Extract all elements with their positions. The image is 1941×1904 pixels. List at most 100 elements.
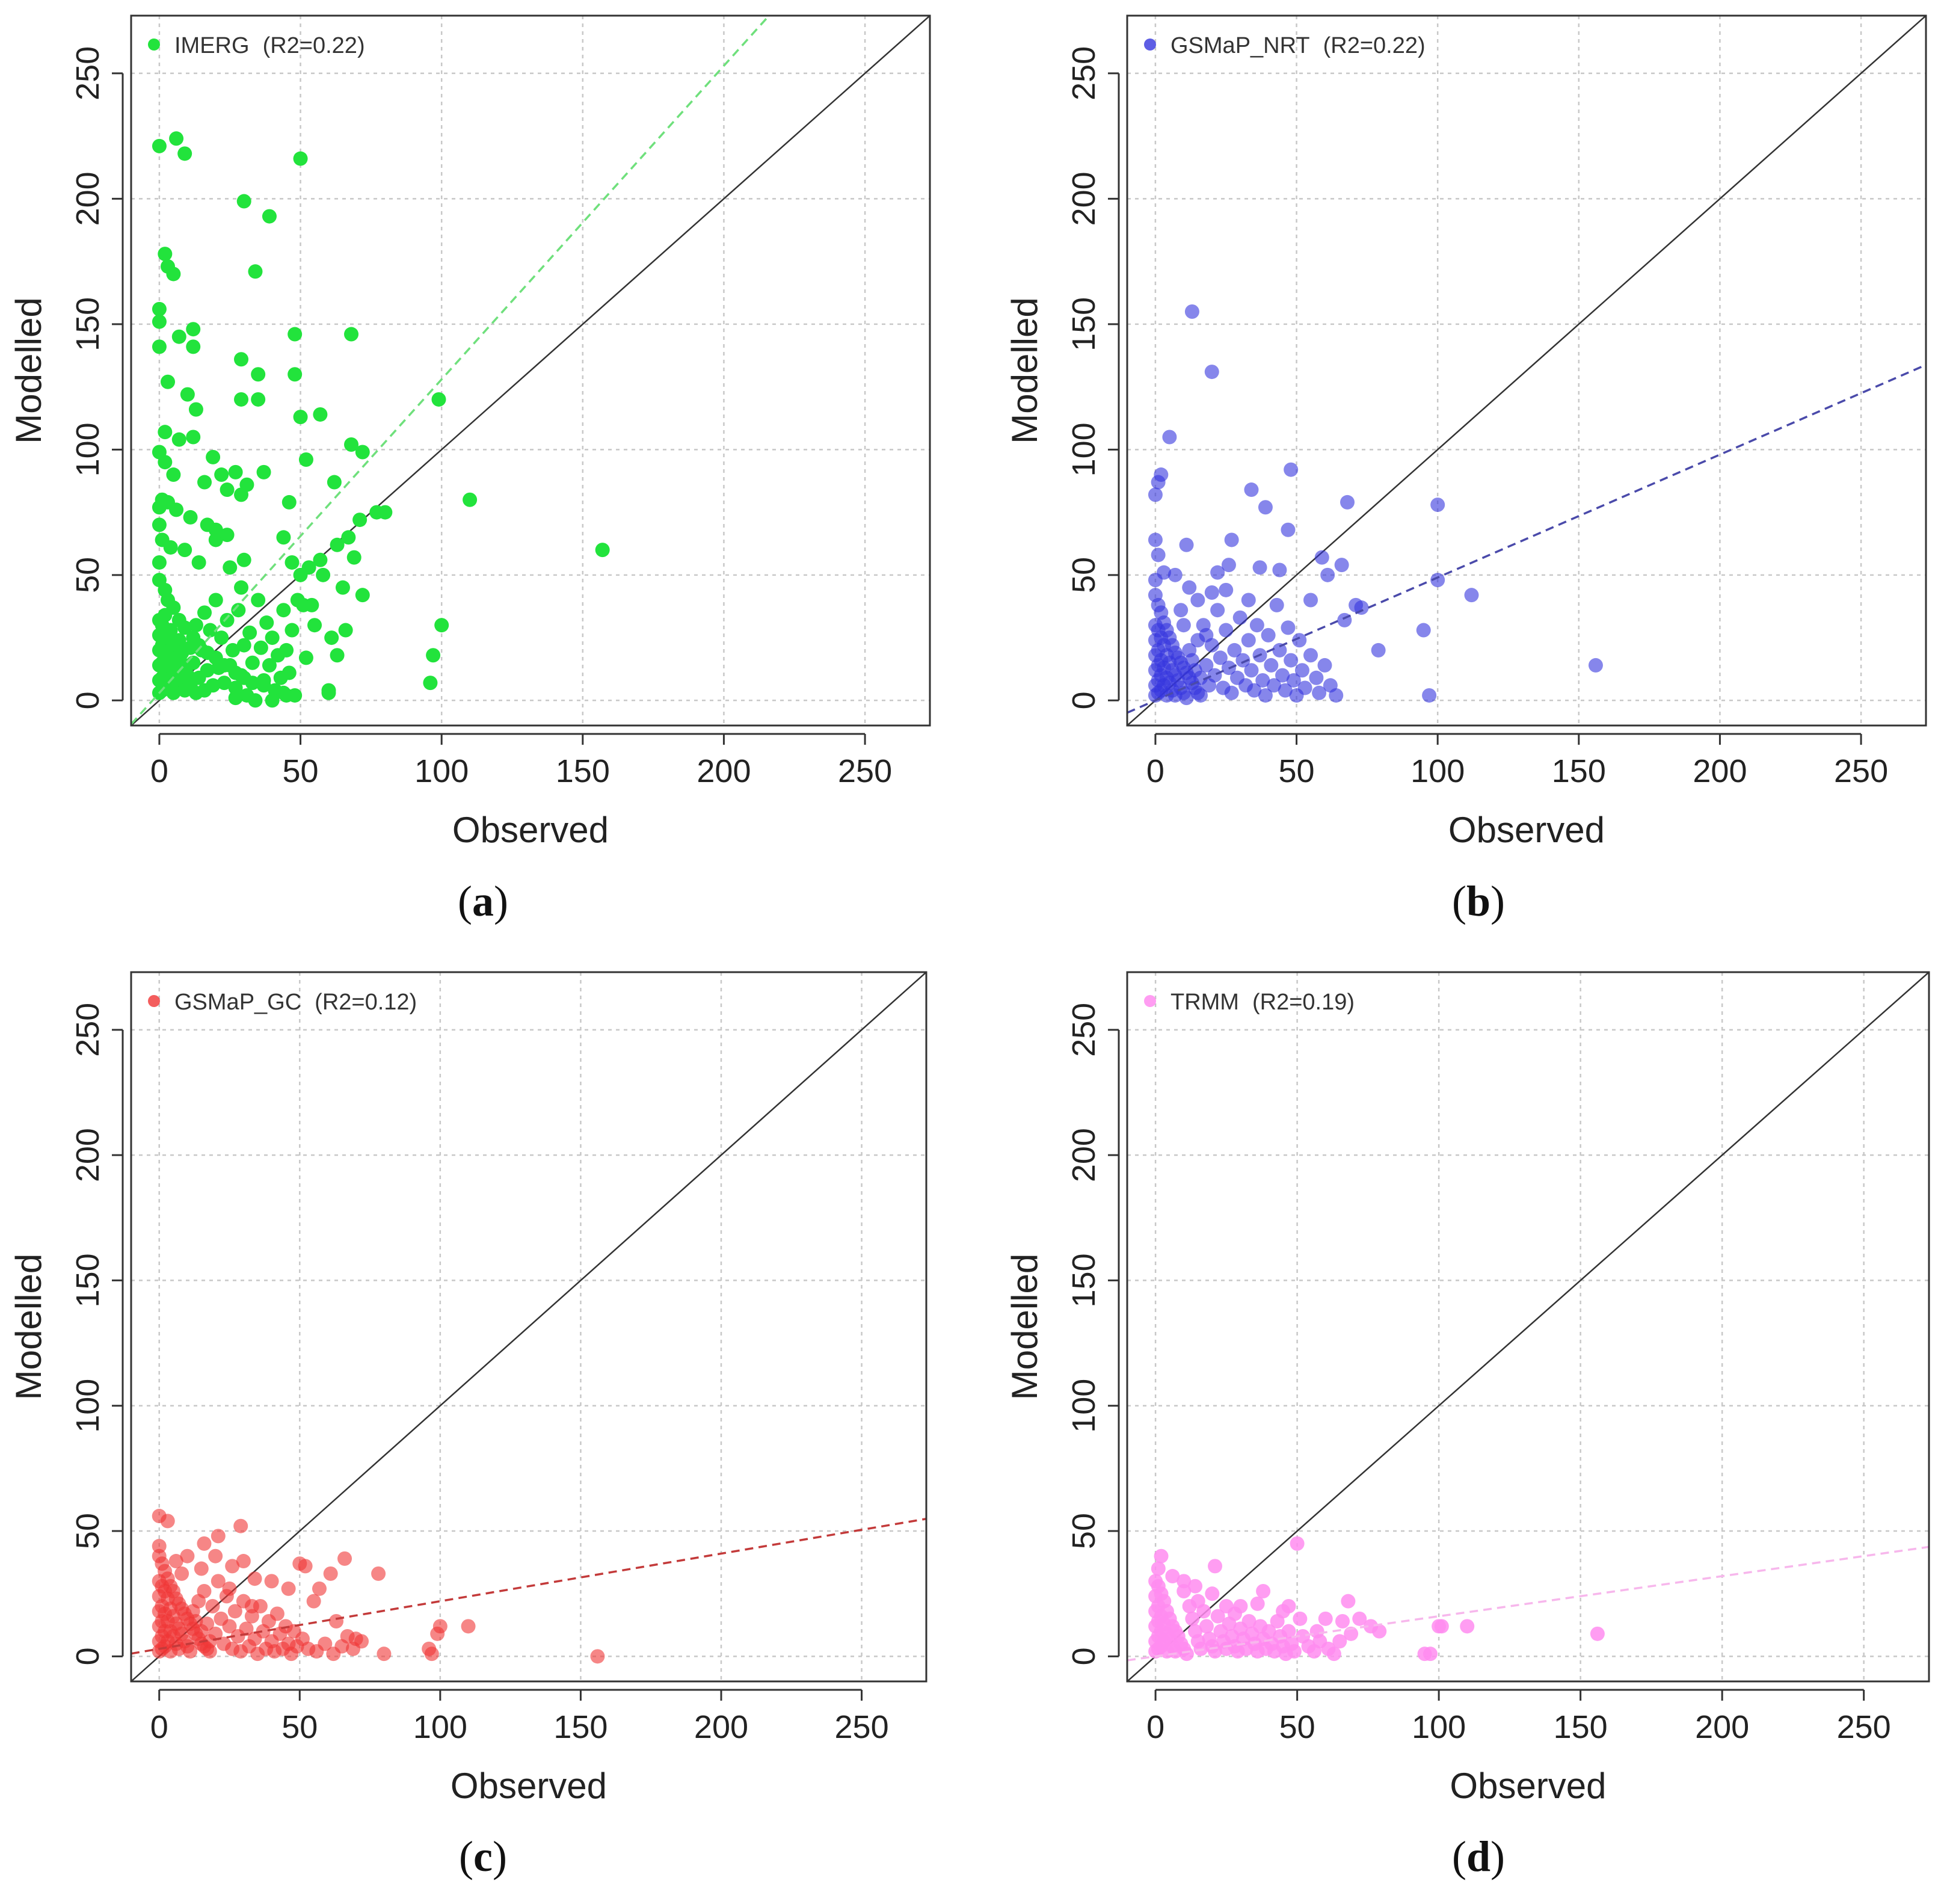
data-point <box>194 1561 209 1576</box>
data-point <box>1293 1611 1308 1626</box>
data-point <box>1177 1584 1192 1599</box>
legend-r2: (R2=0.22) <box>1323 33 1426 58</box>
legend-r2: (R2=0.12) <box>315 990 417 1015</box>
scatter-panel: 0 50 100 150 200 250 Observed 0 50 100 150 200 250 Mo… <box>8 971 927 1881</box>
data-point <box>313 552 328 567</box>
data-point <box>1303 648 1318 663</box>
data-point <box>1303 593 1318 608</box>
data-point <box>276 530 291 545</box>
y-tick-label: 150 <box>70 297 106 351</box>
data-point <box>329 1614 344 1629</box>
data-point <box>316 567 331 582</box>
data-point <box>1188 1579 1203 1594</box>
data-point <box>1416 623 1431 638</box>
data-point <box>197 475 212 490</box>
y-tick-label: 200 <box>1066 1128 1102 1182</box>
data-point <box>256 464 271 479</box>
data-point <box>281 1581 296 1596</box>
data-point <box>202 1644 217 1659</box>
x-tick-label: 50 <box>1279 753 1315 789</box>
data-point <box>183 1644 198 1659</box>
data-point <box>1256 1584 1271 1599</box>
y-axis: 0 50 100 150 200 250 Modelled <box>8 46 124 709</box>
data-point <box>152 314 167 329</box>
data-point <box>183 640 198 655</box>
data-point <box>1261 1624 1276 1639</box>
data-point <box>337 1551 352 1566</box>
data-point <box>223 560 238 575</box>
data-point <box>1270 1614 1285 1629</box>
data-point <box>171 329 186 344</box>
panel-caption: (c) <box>459 1832 507 1881</box>
data-point <box>225 1559 240 1574</box>
data-points <box>152 1509 605 1664</box>
data-point <box>1287 1644 1302 1659</box>
data-point <box>223 658 238 673</box>
data-point <box>253 1599 268 1614</box>
data-point <box>288 327 303 342</box>
data-point <box>1297 680 1312 695</box>
legend-marker <box>148 39 160 51</box>
data-point <box>1250 1596 1265 1611</box>
data-point <box>234 580 249 595</box>
grid <box>1127 16 1926 726</box>
data-point <box>352 513 368 528</box>
data-point <box>161 374 176 389</box>
data-point <box>334 1639 349 1654</box>
data-point <box>236 1554 251 1569</box>
x-tick-label: 50 <box>1279 1709 1315 1745</box>
x-tick-label: 100 <box>1410 753 1465 789</box>
data-point <box>1272 562 1287 578</box>
data-point <box>158 455 173 470</box>
x-tick-label: 200 <box>1695 1709 1749 1745</box>
data-point <box>1326 1647 1341 1662</box>
data-point <box>1258 688 1273 703</box>
data-point <box>236 194 251 209</box>
data-point <box>1224 685 1239 700</box>
data-point <box>1213 650 1228 665</box>
data-point <box>1199 1619 1214 1634</box>
data-point <box>177 620 192 635</box>
caption-letter: b <box>1466 877 1490 925</box>
data-point <box>247 1571 262 1586</box>
data-point <box>1252 560 1267 575</box>
data-point <box>234 352 249 367</box>
data-point <box>1190 1594 1205 1609</box>
data-point <box>1261 627 1276 642</box>
data-point <box>1182 580 1197 595</box>
data-point <box>1372 1624 1387 1639</box>
data-point <box>1165 1569 1180 1584</box>
x-axis: 0 50 100 150 200 250 Observed <box>1146 1689 1891 1806</box>
data-point <box>166 467 181 482</box>
data-point <box>1208 1559 1223 1574</box>
y-tick-label: 250 <box>70 1003 106 1057</box>
legend: GSMaP_GC (R2=0.12) <box>148 990 417 1015</box>
plot-frame <box>130 14 931 727</box>
data-point <box>1460 1619 1475 1634</box>
x-tick-label: 150 <box>1552 753 1606 789</box>
y-axis: 0 50 100 150 200 250 Modelled <box>8 1003 124 1665</box>
data-point <box>378 505 393 520</box>
data-point <box>158 247 173 262</box>
data-point <box>426 648 441 663</box>
data-point <box>298 650 313 665</box>
data-point <box>1174 603 1189 618</box>
data-point <box>188 402 203 417</box>
legend: TRMM (R2=0.19) <box>1144 990 1355 1015</box>
data-point <box>1352 1611 1367 1626</box>
regression-line <box>1127 363 1926 714</box>
x-axis: 0 50 100 150 200 250 Observed <box>1146 733 1888 850</box>
y-tick-label: 100 <box>1066 422 1102 476</box>
data-point <box>1154 1548 1169 1564</box>
y-tick-label: 0 <box>1066 1647 1102 1665</box>
data-point <box>234 487 249 502</box>
data-point <box>1281 620 1296 635</box>
data-point <box>1232 610 1247 625</box>
data-point <box>1185 1611 1200 1626</box>
caption-open-paren: ( <box>1452 877 1466 925</box>
data-point <box>346 1641 361 1656</box>
data-point <box>186 655 201 670</box>
legend-marker <box>1144 39 1156 51</box>
y-tick-label: 50 <box>1066 1513 1102 1549</box>
data-point <box>1151 475 1166 490</box>
